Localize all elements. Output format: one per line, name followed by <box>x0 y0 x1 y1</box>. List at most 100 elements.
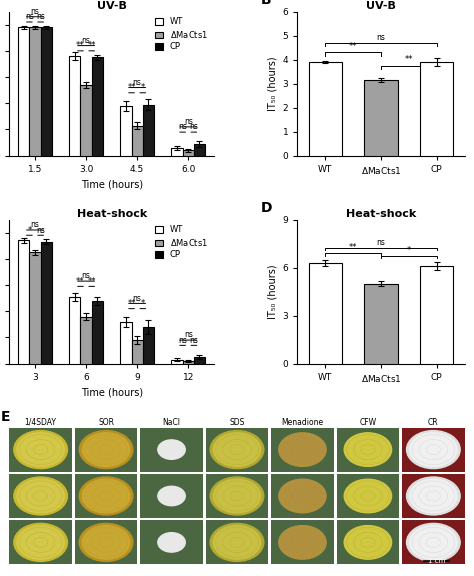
Circle shape <box>79 477 133 515</box>
Circle shape <box>407 431 460 469</box>
Circle shape <box>17 479 64 513</box>
Circle shape <box>14 477 67 515</box>
Text: ns: ns <box>31 221 39 229</box>
Text: ns: ns <box>31 7 39 16</box>
Circle shape <box>213 479 261 513</box>
Bar <box>29 252 41 363</box>
Title: UV-B: UV-B <box>366 1 396 11</box>
Text: ns: ns <box>82 271 91 281</box>
Bar <box>120 106 132 156</box>
Circle shape <box>279 525 326 559</box>
X-axis label: Time (hours): Time (hours) <box>81 179 143 190</box>
Bar <box>132 340 143 363</box>
Circle shape <box>407 477 460 515</box>
Bar <box>309 62 342 156</box>
Text: *: * <box>141 83 145 92</box>
Text: **: ** <box>128 83 136 92</box>
Circle shape <box>14 524 67 562</box>
Text: D: D <box>261 201 272 215</box>
Circle shape <box>158 486 185 506</box>
Bar <box>120 322 132 363</box>
Circle shape <box>14 431 67 469</box>
Text: ns: ns <box>178 123 187 131</box>
Text: *: * <box>407 246 411 255</box>
Circle shape <box>158 533 185 552</box>
Bar <box>41 242 52 363</box>
Circle shape <box>344 479 392 513</box>
Text: ns: ns <box>190 336 198 344</box>
Bar <box>172 360 182 363</box>
Legend: WT, $\Delta$MaCts1, CP: WT, $\Delta$MaCts1, CP <box>153 223 210 261</box>
Bar <box>69 297 81 363</box>
Circle shape <box>210 431 264 469</box>
Text: ns: ns <box>25 12 34 21</box>
Bar <box>41 27 52 156</box>
Bar <box>132 126 143 156</box>
Circle shape <box>410 525 457 559</box>
Circle shape <box>344 433 392 467</box>
Circle shape <box>82 525 130 559</box>
Y-axis label: IT₅₀ (hours): IT₅₀ (hours) <box>267 264 277 319</box>
Bar <box>69 56 81 156</box>
Text: **: ** <box>404 55 413 65</box>
Y-axis label: IT₅₀ (hours): IT₅₀ (hours) <box>267 56 277 111</box>
Circle shape <box>279 433 326 467</box>
Bar <box>81 316 91 363</box>
Circle shape <box>158 440 185 459</box>
Bar <box>182 150 194 156</box>
Circle shape <box>79 524 133 562</box>
Bar <box>194 144 205 156</box>
Circle shape <box>82 479 130 513</box>
Text: **: ** <box>128 299 136 308</box>
Title: Menadione: Menadione <box>282 418 324 427</box>
Bar <box>143 327 154 363</box>
Circle shape <box>344 525 392 559</box>
Circle shape <box>410 433 457 467</box>
Text: ns: ns <box>82 36 91 45</box>
Title: CFW: CFW <box>359 418 376 427</box>
Circle shape <box>79 431 133 469</box>
Bar <box>91 58 103 156</box>
Bar <box>91 301 103 363</box>
Text: ns: ns <box>178 336 187 344</box>
Title: SDS: SDS <box>229 418 245 427</box>
Bar <box>81 85 91 156</box>
Text: B: B <box>261 0 271 7</box>
Circle shape <box>17 525 64 559</box>
Circle shape <box>17 433 64 467</box>
Title: UV-B: UV-B <box>97 1 127 11</box>
Bar <box>18 241 29 363</box>
Circle shape <box>410 479 457 513</box>
Circle shape <box>210 477 264 515</box>
Circle shape <box>213 525 261 559</box>
Title: SOR: SOR <box>98 418 114 427</box>
Bar <box>143 105 154 156</box>
Text: ns: ns <box>36 12 45 21</box>
Text: ns: ns <box>190 123 198 131</box>
Text: **: ** <box>88 276 96 286</box>
Text: *: * <box>141 299 145 308</box>
Bar <box>194 357 205 363</box>
X-axis label: Time (hours): Time (hours) <box>81 387 143 397</box>
Text: **: ** <box>349 42 357 51</box>
Bar <box>364 80 398 156</box>
Circle shape <box>213 433 261 467</box>
Text: ns: ns <box>133 78 142 87</box>
Text: ns: ns <box>376 33 385 41</box>
Circle shape <box>210 524 264 562</box>
Circle shape <box>407 524 460 562</box>
Circle shape <box>82 433 130 467</box>
Title: CR: CR <box>428 418 438 427</box>
Title: NaCl: NaCl <box>163 418 181 427</box>
Text: **: ** <box>88 41 96 50</box>
Text: ns: ns <box>133 294 142 303</box>
Title: Heat-shock: Heat-shock <box>76 209 147 219</box>
Legend: WT, $\Delta$MaCts1, CP: WT, $\Delta$MaCts1, CP <box>153 16 210 53</box>
Title: 1/4SDAY: 1/4SDAY <box>25 418 57 427</box>
Text: ns: ns <box>376 238 385 247</box>
Bar <box>18 27 29 156</box>
Bar <box>172 148 182 156</box>
Text: **: ** <box>349 243 357 252</box>
Text: E: E <box>0 410 10 424</box>
Title: Heat-shock: Heat-shock <box>346 209 416 219</box>
